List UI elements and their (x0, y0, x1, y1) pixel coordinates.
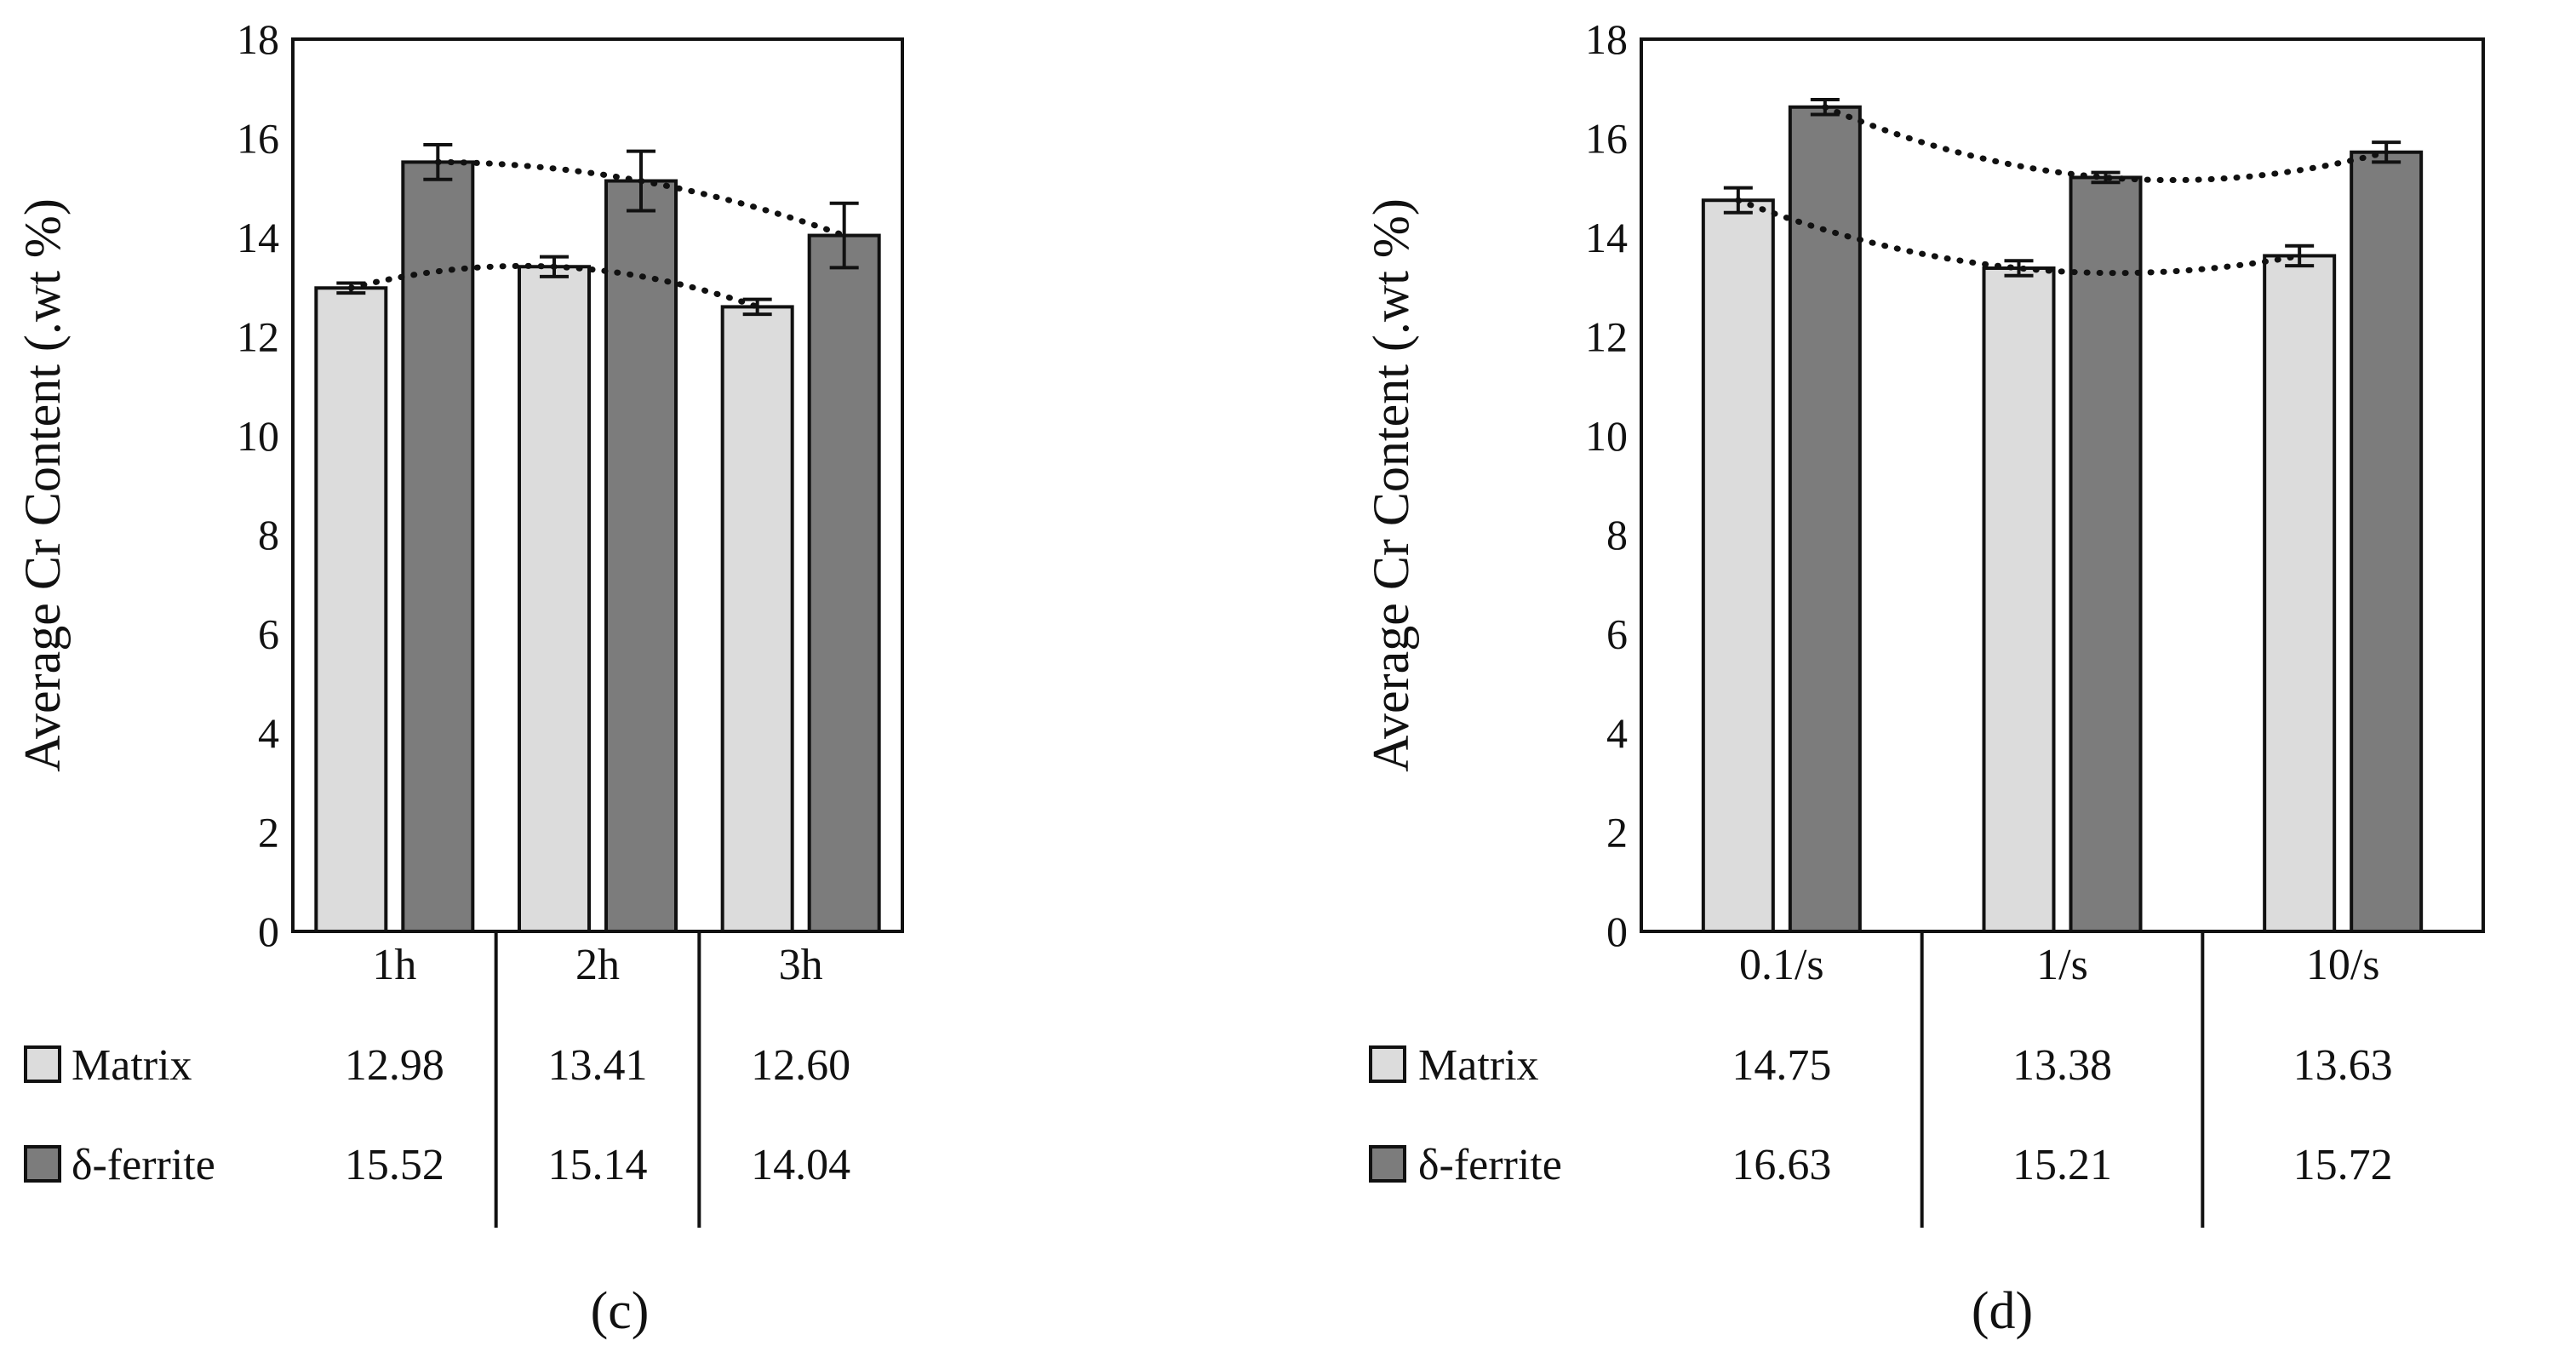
table-value-ferrite: 15.52 (345, 1141, 444, 1189)
bar-matrix-1 (1982, 266, 2056, 933)
y-tick-label: 0 (1606, 908, 1628, 955)
bar-matrix-2 (720, 305, 794, 933)
table-value-ferrite: 15.21 (2012, 1141, 2112, 1189)
legend-label-matrix: Matrix (72, 1041, 192, 1090)
y-tick-label: 6 (1606, 610, 1628, 658)
y-tick-label: 8 (258, 511, 279, 558)
panel-d: 0 2 4 6 8 10 12 14 16 18 Average Cr Content (.wt %… (1363, 15, 2485, 1340)
bar-ferrite-2 (807, 233, 881, 933)
x-category-label: 1h (372, 941, 416, 989)
bar-matrix-2 (2263, 254, 2337, 934)
table-value-matrix: 13.41 (548, 1041, 648, 1090)
legend-label-ferrite: δ-ferrite (72, 1141, 215, 1189)
x-category-label: 3h (779, 941, 823, 989)
y-tick-label: 14 (237, 214, 279, 261)
bar-ferrite-1 (604, 179, 678, 933)
panel-caption: (d) (1972, 1282, 2033, 1340)
y-tick-label: 16 (1585, 114, 1628, 162)
y-tick-label: 2 (1606, 809, 1628, 856)
panel-caption: (c) (591, 1282, 650, 1340)
table-value-ferrite: 14.04 (751, 1141, 850, 1189)
y-tick-label: 10 (237, 412, 279, 460)
y-tick-label: 18 (237, 15, 279, 63)
y-tick-label: 18 (1585, 15, 1628, 63)
legend-swatch-matrix (1369, 1045, 1406, 1083)
y-tick-label: 12 (1585, 312, 1628, 360)
x-category-label: 10/s (2306, 941, 2380, 989)
bar-ferrite-1 (2069, 175, 2143, 933)
y-tick-label: 12 (237, 312, 279, 360)
x-category-label: 2h (575, 941, 620, 989)
y-tick-label: 0 (258, 908, 279, 955)
y-tick-label: 8 (1606, 511, 1628, 558)
table-value-ferrite: 16.63 (1732, 1141, 1831, 1189)
trendline-ferrite (1822, 104, 2390, 184)
bar-matrix-0 (314, 286, 388, 933)
plot-area (1640, 37, 2485, 933)
panel-c: 0 2 4 6 8 10 12 14 16 18 Average Cr Content (.wt %… (14, 15, 904, 1340)
legend-swatch-matrix (24, 1045, 61, 1083)
y-axis-label: Average Cr Content (.wt %) (1363, 198, 1419, 772)
table-value-matrix: 12.98 (345, 1041, 444, 1090)
y-tick-label: 6 (258, 610, 279, 658)
table-value-matrix: 14.75 (1732, 1041, 1831, 1090)
table-value-matrix: 13.38 (2012, 1041, 2112, 1090)
table-value-ferrite: 15.14 (548, 1141, 648, 1189)
bar-matrix-1 (518, 265, 591, 933)
bar-ferrite-0 (401, 160, 475, 933)
x-category-label: 0.1/s (1739, 941, 1824, 989)
trendline-ferrite (434, 158, 848, 239)
y-tick-label: 4 (1606, 709, 1628, 757)
y-tick-label: 16 (237, 114, 279, 162)
y-tick-label: 2 (258, 809, 279, 856)
y-tick-label: 10 (1585, 412, 1628, 460)
bar-ferrite-2 (2350, 150, 2424, 934)
x-category-label: 1/s (2036, 941, 2088, 989)
trendline-matrix (347, 262, 761, 310)
legend-swatch-ferrite (1369, 1145, 1406, 1183)
table-value-matrix: 13.63 (2293, 1041, 2393, 1090)
legend-label-ferrite: δ-ferrite (1418, 1141, 1562, 1189)
y-tick-label: 14 (1585, 214, 1628, 261)
legend-label-matrix: Matrix (1418, 1041, 1539, 1090)
y-axis-label: Average Cr Content (.wt %) (14, 198, 71, 772)
table-value-ferrite: 15.72 (2293, 1141, 2393, 1189)
y-tick-label: 4 (258, 709, 279, 757)
legend-swatch-ferrite (24, 1145, 61, 1183)
table-value-matrix: 12.60 (751, 1041, 850, 1090)
plot-area (291, 37, 904, 933)
bar-matrix-0 (1701, 198, 1775, 933)
